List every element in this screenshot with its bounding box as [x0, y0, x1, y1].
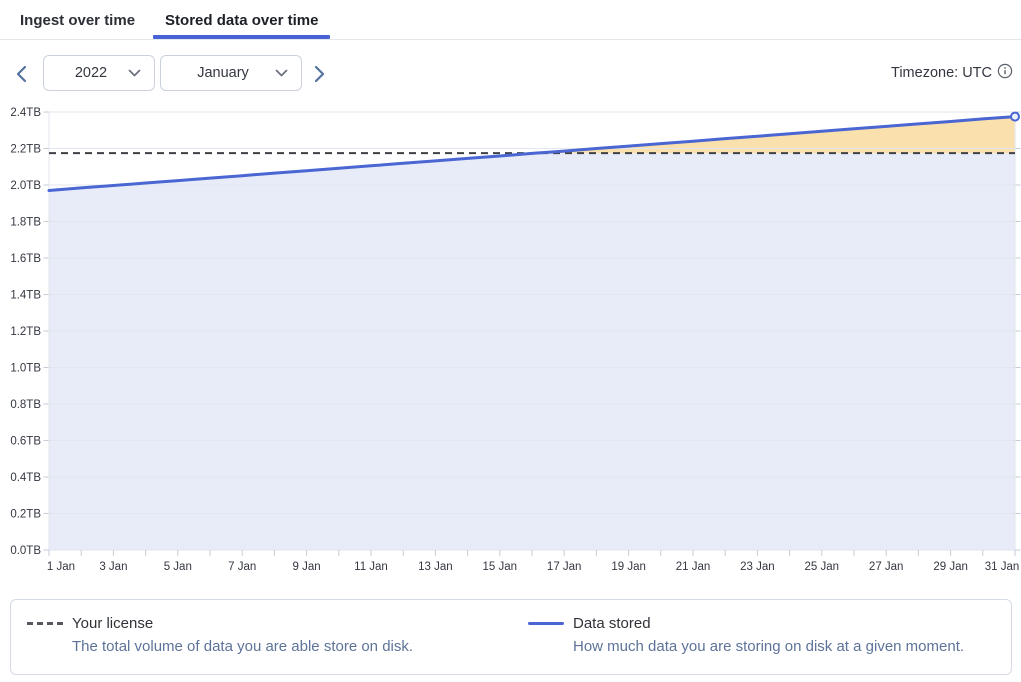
- y-axis-label: 1.0TB: [10, 363, 41, 375]
- dashed-line-swatch-icon: [27, 622, 63, 625]
- y-axis-label: 0.2TB: [10, 509, 41, 521]
- y-axis-label: 0.4TB: [10, 472, 41, 484]
- y-axis-label: 2.4TB: [10, 107, 41, 119]
- year-select-value: 2022: [74, 65, 108, 81]
- x-axis-label: 3 Jan: [99, 561, 127, 573]
- info-icon[interactable]: [997, 63, 1013, 83]
- legend-title: Data stored: [573, 615, 651, 632]
- x-axis-label: 29 Jan: [933, 561, 968, 573]
- data-stored-area: [49, 116, 1015, 550]
- x-axis-label: 9 Jan: [293, 561, 321, 573]
- timezone-indicator: Timezone: UTC: [891, 63, 1013, 83]
- chevron-down-icon: [128, 69, 154, 77]
- chevron-left-icon: [14, 64, 30, 87]
- legend-description: How much data you are storing on disk at…: [573, 638, 965, 655]
- y-axis-label: 2.2TB: [10, 144, 41, 156]
- next-month-button[interactable]: [306, 60, 332, 90]
- line-endpoint-marker[interactable]: [1010, 111, 1020, 122]
- y-axis-label: 1.8TB: [10, 217, 41, 229]
- tab-stored-data-over-time[interactable]: Stored data over time: [153, 12, 331, 39]
- timezone-label: Timezone: UTC: [891, 65, 992, 81]
- chart-canvas[interactable]: 0.0TB 0.2TB 0.4TB 0.6TB 0.8TB 1.0TB 1.2TB 1.4TB…: [0, 100, 1021, 582]
- legend-item-data-stored: Data stored How much data you are storin…: [510, 600, 1011, 674]
- x-axis-label: 19 Jan: [611, 561, 646, 573]
- legend-title: Your license: [72, 615, 154, 632]
- y-axis-label: 0.8TB: [10, 399, 41, 411]
- x-axis-label: 11 Jan: [354, 561, 388, 573]
- x-axis-label: 23 Jan: [740, 561, 775, 573]
- tab-bar: Ingest over time Stored data over time: [0, 0, 1021, 40]
- chevron-down-icon: [275, 69, 301, 77]
- x-axis-label: 21 Jan: [676, 561, 711, 573]
- chevron-right-icon: [311, 64, 327, 87]
- x-axis-label: 25 Jan: [805, 561, 840, 573]
- year-select[interactable]: 2022: [43, 55, 155, 91]
- y-axis-label: 1.4TB: [10, 290, 41, 302]
- x-axis-label: 1 Jan: [47, 561, 75, 573]
- y-axis-label: 2.0TB: [10, 180, 41, 192]
- tab-ingest-over-time[interactable]: Ingest over time: [20, 12, 136, 29]
- y-axis-label: 1.6TB: [10, 253, 41, 265]
- month-select-value: January: [197, 65, 249, 81]
- x-axis-label: 13 Jan: [418, 561, 453, 573]
- legend-item-your-license: Your license The total volume of data yo…: [11, 600, 510, 674]
- previous-month-button[interactable]: [9, 60, 35, 90]
- y-axis-label: 1.2TB: [10, 326, 41, 338]
- x-axis-label: 31 Jan: [985, 561, 1020, 573]
- x-axis-label: 17 Jan: [547, 561, 582, 573]
- x-axis-label: 27 Jan: [869, 561, 904, 573]
- chart-legend: Your license The total volume of data yo…: [10, 599, 1012, 675]
- stored-data-chart[interactable]: 0.0TB 0.2TB 0.4TB 0.6TB 0.8TB 1.0TB 1.2TB 1.4TB…: [0, 100, 1021, 582]
- solid-line-swatch-icon: [528, 622, 564, 625]
- y-axis-label: 0.0TB: [10, 545, 41, 557]
- y-axis-label: 0.6TB: [10, 436, 41, 448]
- x-axis-label: 15 Jan: [483, 561, 518, 573]
- x-axis-label: 5 Jan: [164, 561, 192, 573]
- x-axis-label: 7 Jan: [228, 561, 256, 573]
- chart-controls: 2022 January Timezone: UTC: [0, 52, 1021, 96]
- legend-description: The total volume of data you are able st…: [72, 638, 414, 655]
- month-select[interactable]: January: [160, 55, 302, 91]
- data-stored-line: [47, 115, 1017, 192]
